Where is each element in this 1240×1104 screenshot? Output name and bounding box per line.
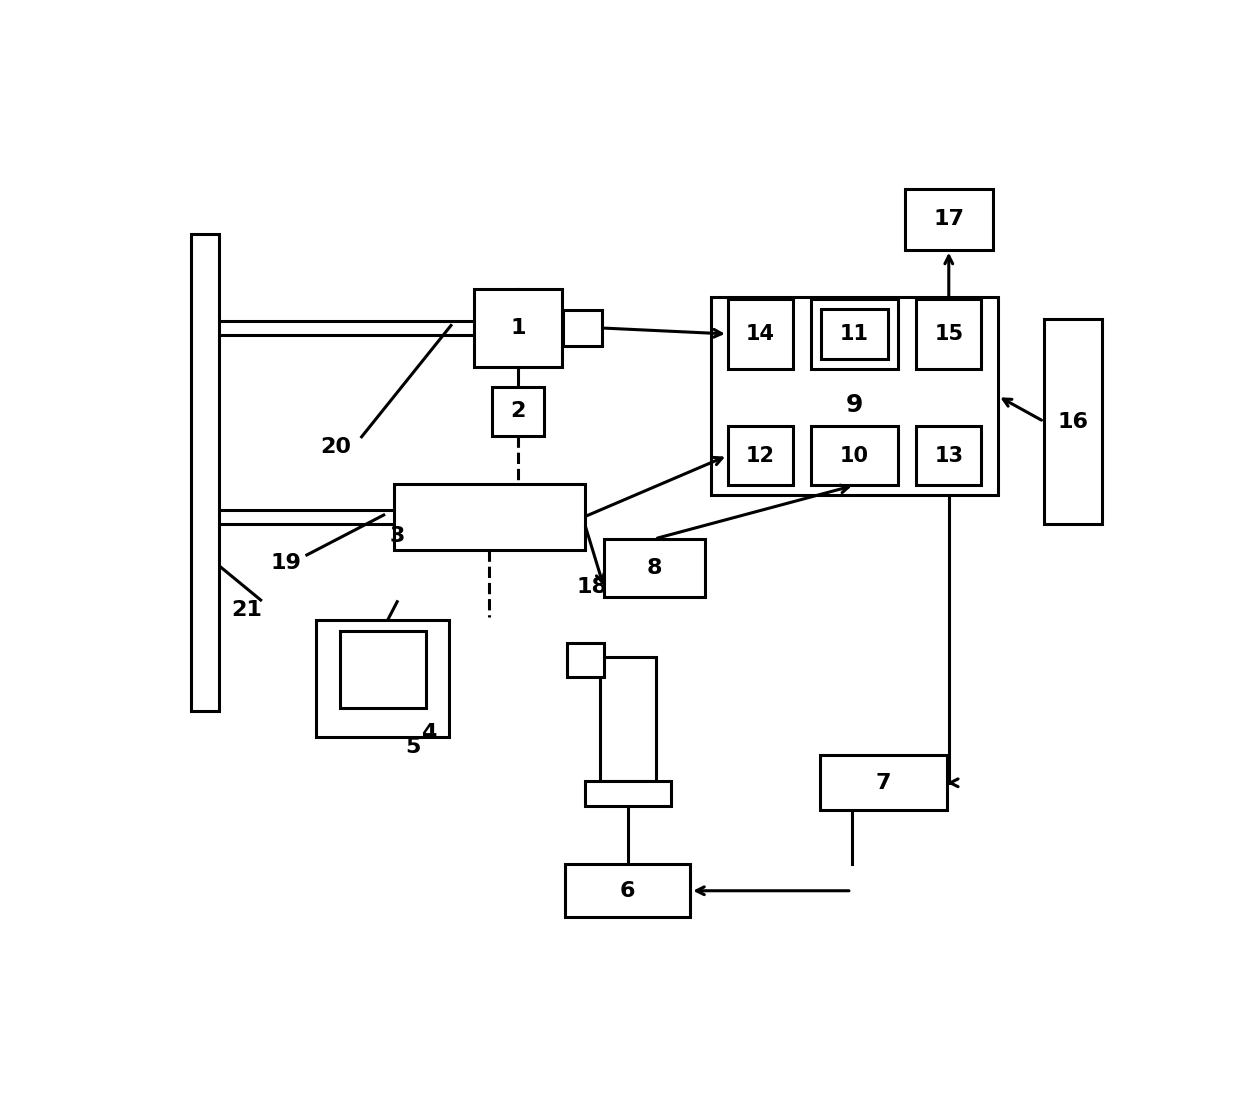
Bar <box>600 657 656 781</box>
Text: 14: 14 <box>746 323 775 344</box>
Bar <box>821 308 888 359</box>
Bar <box>811 426 898 486</box>
Bar <box>567 643 604 677</box>
Text: 6: 6 <box>620 881 636 901</box>
Bar <box>492 386 544 436</box>
Bar <box>1044 319 1101 523</box>
Text: 10: 10 <box>841 446 869 466</box>
Bar <box>584 781 671 806</box>
Bar <box>340 631 427 708</box>
Text: 3: 3 <box>389 527 404 546</box>
Bar <box>811 299 898 369</box>
Bar <box>712 297 998 495</box>
Bar <box>904 189 993 250</box>
Bar <box>316 619 449 736</box>
Bar <box>394 484 584 550</box>
Text: 12: 12 <box>746 446 775 466</box>
Text: 11: 11 <box>841 323 869 344</box>
Bar <box>604 539 706 596</box>
Text: 20: 20 <box>320 437 351 457</box>
Text: 16: 16 <box>1058 412 1089 432</box>
Text: 13: 13 <box>934 446 963 466</box>
Text: 18: 18 <box>577 577 608 597</box>
Text: 8: 8 <box>647 558 662 577</box>
Bar <box>565 864 691 917</box>
Bar <box>820 755 947 810</box>
Text: 19: 19 <box>270 553 301 573</box>
Text: 2: 2 <box>511 402 526 422</box>
Text: 4: 4 <box>422 723 436 743</box>
Bar <box>916 299 982 369</box>
Text: 15: 15 <box>934 323 963 344</box>
Bar <box>191 234 219 711</box>
Bar <box>916 426 982 486</box>
Bar <box>474 289 563 368</box>
Bar <box>563 310 601 346</box>
Text: 1: 1 <box>511 318 526 338</box>
Text: 7: 7 <box>875 773 892 793</box>
Bar <box>728 299 794 369</box>
Text: 17: 17 <box>934 209 965 230</box>
Text: 5: 5 <box>405 737 420 757</box>
Text: 9: 9 <box>846 393 863 416</box>
Text: 21: 21 <box>231 601 262 620</box>
Bar <box>728 426 794 486</box>
